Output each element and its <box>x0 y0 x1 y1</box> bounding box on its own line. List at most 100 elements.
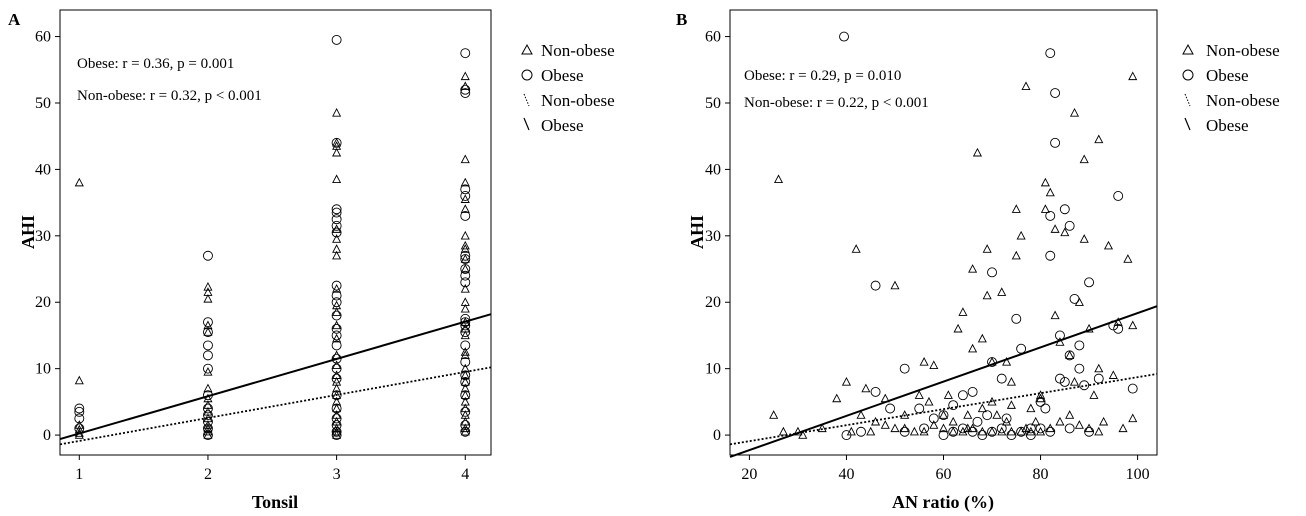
obese-point <box>899 363 910 374</box>
obese-point <box>460 327 471 338</box>
obese-point <box>460 191 471 201</box>
obese-point <box>460 84 471 95</box>
panel-a: A 0 10 20 30 40 50 60 1 2 3 4 Obese: r = 0.36, p … <box>8 9 615 512</box>
nonobese-point <box>460 81 470 91</box>
x-tick-label: 20 <box>741 466 757 483</box>
obese-point <box>331 413 342 424</box>
y-tick-label: 0 <box>43 427 51 444</box>
obese-point <box>957 390 968 401</box>
nonobese-point <box>332 250 342 260</box>
y-tick-label: 30 <box>35 228 51 245</box>
nonobese-point <box>972 147 983 157</box>
nonobese-point <box>943 390 953 399</box>
nonobese-point <box>460 194 470 203</box>
legend-item-obese-line: Obese <box>541 116 583 135</box>
legend-triangle-marker <box>1182 43 1194 55</box>
obese-point <box>1025 430 1036 441</box>
nonobese-point <box>1089 390 1099 399</box>
obese-point <box>331 214 342 225</box>
nonobese-point <box>938 423 949 433</box>
obese-point <box>460 420 471 431</box>
nonobese-point <box>203 293 213 303</box>
obese-point <box>74 406 85 417</box>
obese-point <box>331 297 342 308</box>
obese-point <box>460 340 471 351</box>
panel-a-y-axis: 0 10 20 30 40 50 60 <box>35 29 60 444</box>
nonobese-point <box>1128 71 1138 81</box>
obese-point <box>1045 48 1056 59</box>
nonobese-point <box>948 426 958 436</box>
nonobese-point <box>460 154 470 164</box>
x-tick-label: 100 <box>1126 466 1150 483</box>
nonobese-point <box>74 177 84 187</box>
nonobese-point <box>1016 230 1026 240</box>
nonobese-point <box>1084 323 1094 333</box>
nonobese-point <box>1094 426 1104 436</box>
obese-point <box>460 264 471 274</box>
nonobese-point <box>1026 403 1036 413</box>
nonobese-point <box>1036 393 1046 403</box>
nonobese-point <box>1006 376 1016 386</box>
obese-point <box>1064 220 1075 231</box>
panel-b-fit-lines <box>729 305 1158 458</box>
nonobese-point <box>1065 350 1075 360</box>
obese-point <box>1113 323 1124 334</box>
obese-point <box>331 426 342 437</box>
legend-solid-line <box>1184 117 1191 131</box>
nonobese-point <box>1094 134 1104 144</box>
nonobese-point <box>1074 420 1084 429</box>
y-tick-label: 10 <box>35 361 51 378</box>
x-tick-label: 3 <box>333 466 341 483</box>
nonobese-point <box>1128 413 1138 423</box>
obese-point <box>460 48 471 59</box>
nonobese-point <box>1118 423 1128 433</box>
nonobese-point <box>924 396 934 406</box>
legend-item-nonobese-line: Non-obese <box>1206 91 1280 110</box>
x-tick-label: 60 <box>936 466 952 483</box>
obese-point <box>460 88 471 98</box>
obese-point <box>841 430 852 441</box>
obese-point <box>331 290 342 301</box>
obese-point <box>967 426 978 437</box>
nonobese-point <box>977 403 987 413</box>
obese-point <box>1064 350 1075 361</box>
obese-point <box>972 416 983 427</box>
obese-point <box>460 406 471 417</box>
nonobese-point <box>900 410 910 419</box>
nonobese-point <box>1011 250 1021 260</box>
nonobese-point <box>1021 81 1031 91</box>
nonobese-point <box>203 430 213 439</box>
y-tick-label: 60 <box>705 29 721 46</box>
nonobese-point <box>900 423 910 433</box>
nonobese-point <box>977 333 987 343</box>
obese-point <box>1025 423 1036 434</box>
nonobese-point <box>1060 227 1070 237</box>
obese-point <box>331 330 342 341</box>
panel-b-x-axis-label: AN ratio (%) <box>892 492 994 513</box>
nonobese-point <box>1002 357 1012 366</box>
obese-point <box>1113 191 1124 201</box>
obese-point <box>331 430 342 441</box>
nonobese-point <box>203 367 213 376</box>
x-tick-label: 80 <box>1033 466 1049 483</box>
obese-point <box>839 31 849 42</box>
obese-point <box>331 310 342 321</box>
nonobese-fit-line <box>729 373 1158 446</box>
nonobese-point <box>332 426 342 436</box>
panel-a-x-axis-label: Tonsil <box>252 492 298 512</box>
x-tick-label: 1 <box>75 466 83 483</box>
y-tick-label: 50 <box>35 95 51 112</box>
nonobese-point <box>968 343 978 353</box>
nonobese-point <box>798 430 808 439</box>
obese-point <box>1006 430 1017 441</box>
y-tick-label: 20 <box>35 294 51 311</box>
nonobese-point <box>203 426 213 436</box>
nonobese-point <box>851 244 861 253</box>
nonobese-point <box>332 333 342 343</box>
panel-a-legend: Non-obese Obese Non-obese Obese <box>521 41 615 135</box>
obese-point <box>982 410 993 421</box>
nonobese-point <box>1079 234 1089 243</box>
obese-point <box>203 350 213 361</box>
nonobese-point <box>1002 416 1012 426</box>
